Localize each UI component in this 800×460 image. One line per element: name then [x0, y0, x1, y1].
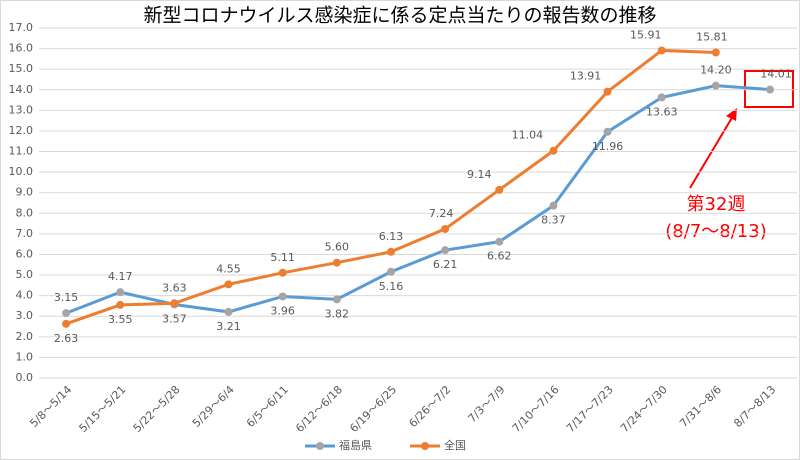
data-label: 3.55 — [108, 313, 133, 326]
y-tick-label: 8.0 — [16, 206, 34, 219]
y-tick-label: 10.0 — [9, 165, 34, 178]
legend-label: 福島県 — [339, 438, 372, 452]
data-label: 7.24 — [429, 207, 454, 220]
point — [386, 267, 395, 276]
data-label: 2.63 — [54, 332, 79, 345]
point — [224, 280, 233, 289]
y-tick-label: 4.0 — [16, 289, 34, 302]
y-tick-label: 17.0 — [9, 21, 34, 34]
point — [766, 85, 775, 94]
point — [441, 224, 450, 233]
point — [441, 246, 450, 255]
y-tick-label: 11.0 — [9, 145, 34, 158]
y-tick-label: 2.0 — [16, 330, 34, 343]
arrow-head — [726, 108, 737, 121]
data-label: 15.81 — [696, 31, 728, 44]
data-label: 5.60 — [325, 241, 350, 254]
data-label: 4.17 — [108, 270, 133, 283]
data-label: 11.04 — [512, 129, 544, 142]
data-label: 14.20 — [700, 64, 732, 77]
data-label: 3.15 — [54, 291, 79, 304]
point — [170, 299, 179, 308]
point — [711, 81, 720, 90]
y-tick-label: 0.0 — [16, 371, 34, 384]
y-tick-label: 5.0 — [16, 268, 34, 281]
chart-title: 新型コロナウイルス感染症に係る定点当たりの報告数の推移 — [143, 5, 656, 27]
point — [711, 48, 720, 57]
point — [603, 127, 612, 136]
data-label: 14.01 — [760, 68, 792, 81]
series-line — [65, 84, 771, 315]
legend-marker — [421, 442, 429, 450]
point — [332, 295, 341, 304]
data-label: 4.55 — [216, 262, 241, 275]
data-label: 3.21 — [216, 320, 241, 333]
data-label: 3.96 — [270, 304, 295, 317]
point — [116, 288, 125, 297]
point — [62, 319, 71, 328]
point — [386, 247, 395, 256]
y-tick-label: 7.0 — [16, 227, 34, 240]
data-label: 3.57 — [162, 313, 187, 326]
y-tick-label: 9.0 — [16, 186, 34, 199]
y-tick-label: 13.0 — [9, 103, 34, 116]
y-tick-label: 14.0 — [9, 83, 34, 96]
annotation: 第32週 — [687, 194, 746, 215]
y-tick-label: 15.0 — [9, 62, 34, 75]
data-label: 6.21 — [433, 258, 458, 271]
data-label: 5.11 — [270, 251, 295, 264]
data-label: 8.37 — [541, 214, 566, 227]
data-label: 5.16 — [379, 280, 404, 293]
point — [657, 46, 666, 55]
data-label: 11.96 — [592, 140, 624, 153]
point — [62, 309, 71, 318]
legend-marker — [316, 442, 324, 450]
point — [278, 268, 287, 277]
point — [549, 201, 558, 210]
data-label: 15.91 — [630, 28, 662, 41]
point — [278, 292, 287, 301]
data-label: 3.63 — [162, 281, 187, 294]
y-tick-label: 6.0 — [16, 247, 34, 260]
point — [116, 300, 125, 309]
y-tick-label: 16.0 — [9, 42, 34, 55]
data-label: 3.82 — [325, 307, 350, 320]
data-label: 9.14 — [467, 168, 492, 181]
data-label: 6.62 — [487, 250, 512, 263]
point — [495, 185, 504, 194]
y-tick-label: 3.0 — [16, 309, 34, 322]
point — [224, 307, 233, 316]
data-label: 13.91 — [570, 70, 602, 83]
annotation: (8/7〜8/13) — [665, 221, 766, 242]
data-label: 13.63 — [646, 105, 678, 118]
point — [332, 258, 341, 267]
data-label: 6.13 — [379, 230, 404, 243]
point — [657, 93, 666, 102]
point — [549, 146, 558, 155]
y-tick-label: 12.0 — [9, 124, 34, 137]
legend-label: 全国 — [444, 438, 466, 452]
point — [495, 237, 504, 246]
point — [603, 87, 612, 96]
y-tick-label: 1.0 — [16, 350, 34, 363]
